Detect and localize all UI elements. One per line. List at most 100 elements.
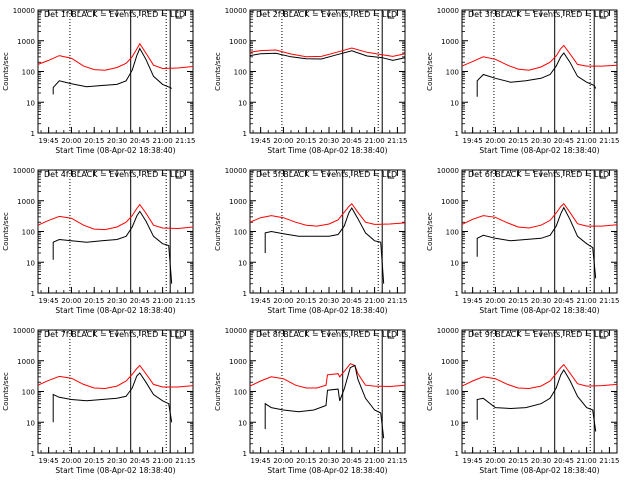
y-tick-label: 10 — [450, 259, 459, 267]
y-axis-label: Counts/sec — [2, 372, 10, 411]
marker-flag — [599, 10, 607, 19]
y-tick-label: 10000 — [13, 327, 35, 335]
x-tick-label: 19:45 — [463, 457, 483, 465]
y-tick-label: 100 — [22, 69, 35, 77]
series-line-events — [476, 206, 597, 279]
y-tick-label: 100 — [446, 229, 459, 237]
x-tick-label: 20:00 — [61, 457, 81, 465]
x-tick-label: 20:00 — [485, 137, 505, 145]
x-tick-label: 20:45 — [554, 457, 574, 465]
x-axis-label: Start Time (08-Apr-02 18:38:40) — [479, 466, 599, 475]
y-axis-label: Counts/sec — [426, 52, 434, 91]
y-tick-label: 10000 — [13, 167, 35, 175]
marker-flag — [175, 170, 183, 179]
y-tick-label: 1 — [243, 450, 247, 458]
y-tick-label: 10000 — [437, 327, 459, 335]
y-axis-label: Counts/sec — [214, 52, 222, 91]
y-tick-label: 1000 — [17, 198, 35, 206]
series-line-events — [249, 50, 406, 61]
panel-det-3: 1 10 100 1000 10000 19:45 20:00 20:15 20:30 20:45… — [426, 7, 619, 155]
series-line-lld — [461, 202, 618, 229]
x-tick-label: 20:15 — [296, 297, 316, 305]
y-tick-label: 10 — [238, 259, 247, 267]
x-tick-label: 20:30 — [531, 137, 551, 145]
x-tick-label: 20:00 — [485, 297, 505, 305]
y-tick-label: 1 — [243, 290, 247, 298]
y-tick-label: 10000 — [225, 167, 247, 175]
x-tick-label: 21:00 — [577, 137, 597, 145]
x-axis-label: Start Time (08-Apr-02 18:38:40) — [267, 306, 387, 315]
x-axis-label: Start Time (08-Apr-02 18:38:40) — [55, 466, 175, 475]
x-tick-label: 20:15 — [84, 457, 104, 465]
y-tick-label: 1 — [455, 290, 459, 298]
y-tick-label: 1000 — [441, 358, 459, 366]
x-tick-label: 20:15 — [508, 297, 528, 305]
series-line-events — [264, 207, 385, 284]
y-tick-label: 1000 — [229, 358, 247, 366]
y-axis-label: Counts/sec — [214, 212, 222, 251]
x-tick-label: 19:45 — [251, 457, 271, 465]
panel-det-7: 1 10 100 1000 10000 19:45 20:00 20:15 20:30 20:45… — [2, 327, 195, 475]
panel-det-5: 1 10 100 1000 10000 19:45 20:00 20:15 20:30 20:45… — [214, 167, 407, 315]
x-axis-label: Start Time (08-Apr-02 18:38:40) — [479, 146, 599, 155]
y-tick-label: 10000 — [225, 7, 247, 15]
x-tick-label: 19:45 — [39, 457, 59, 465]
x-tick-label: 21:15 — [387, 297, 407, 305]
series-line-events — [52, 210, 173, 284]
x-tick-label: 20:00 — [61, 297, 81, 305]
series-line-events — [476, 52, 597, 97]
x-tick-label: 21:00 — [153, 137, 173, 145]
panel-det-1: 1 10 100 1000 10000 19:45 20:00 20:15 20:30 20:45… — [2, 7, 195, 155]
marker-flag — [599, 170, 607, 179]
y-axis-label: Counts/sec — [426, 372, 434, 411]
y-tick-label: 10000 — [13, 7, 35, 15]
series-line-lld — [37, 364, 194, 390]
x-tick-label: 21:00 — [577, 297, 597, 305]
x-tick-label: 20:45 — [342, 457, 362, 465]
y-tick-label: 100 — [22, 389, 35, 397]
x-tick-label: 19:45 — [39, 297, 59, 305]
marker-flag — [175, 10, 183, 19]
y-tick-label: 10 — [450, 419, 459, 427]
x-axis-label: Start Time (08-Apr-02 18:38:40) — [55, 306, 175, 315]
y-tick-label: 1 — [31, 450, 35, 458]
panel-title: Det 9f BLACK = Events, RED = LLD — [468, 330, 609, 339]
y-tick-label: 10 — [450, 99, 459, 107]
x-tick-label: 20:00 — [273, 137, 293, 145]
x-tick-label: 20:30 — [531, 457, 551, 465]
marker-flag — [175, 330, 183, 339]
x-tick-label: 21:15 — [599, 297, 619, 305]
y-tick-label: 100 — [446, 389, 459, 397]
y-axis-label: Counts/sec — [426, 212, 434, 251]
y-tick-label: 1 — [455, 450, 459, 458]
panel-det-6: 1 10 100 1000 10000 19:45 20:00 20:15 20:30 20:45… — [426, 167, 619, 315]
x-axis-label: Start Time (08-Apr-02 18:38:40) — [479, 306, 599, 315]
y-tick-label: 10 — [238, 419, 247, 427]
x-tick-label: 21:15 — [175, 137, 195, 145]
marker-flag — [387, 170, 395, 179]
y-tick-label: 1 — [455, 130, 459, 138]
x-tick-label: 20:45 — [130, 457, 150, 465]
x-tick-label: 20:00 — [485, 457, 505, 465]
y-tick-label: 100 — [446, 69, 459, 77]
y-tick-label: 10 — [26, 99, 35, 107]
x-tick-label: 20:30 — [107, 297, 127, 305]
x-tick-label: 20:30 — [319, 457, 339, 465]
x-tick-label: 21:15 — [599, 137, 619, 145]
y-tick-label: 100 — [234, 389, 247, 397]
x-tick-label: 20:30 — [107, 457, 127, 465]
y-tick-label: 10000 — [437, 167, 459, 175]
x-tick-label: 19:45 — [251, 137, 271, 145]
series-line-lld — [249, 47, 406, 58]
y-tick-label: 10000 — [225, 327, 247, 335]
x-tick-label: 21:15 — [387, 137, 407, 145]
x-tick-label: 21:00 — [153, 457, 173, 465]
x-tick-label: 21:15 — [599, 457, 619, 465]
x-tick-label: 20:45 — [342, 137, 362, 145]
x-tick-label: 21:00 — [577, 457, 597, 465]
y-tick-label: 1000 — [229, 198, 247, 206]
y-tick-label: 1000 — [17, 358, 35, 366]
series-line-events — [476, 369, 597, 432]
y-axis-label: Counts/sec — [2, 52, 10, 91]
